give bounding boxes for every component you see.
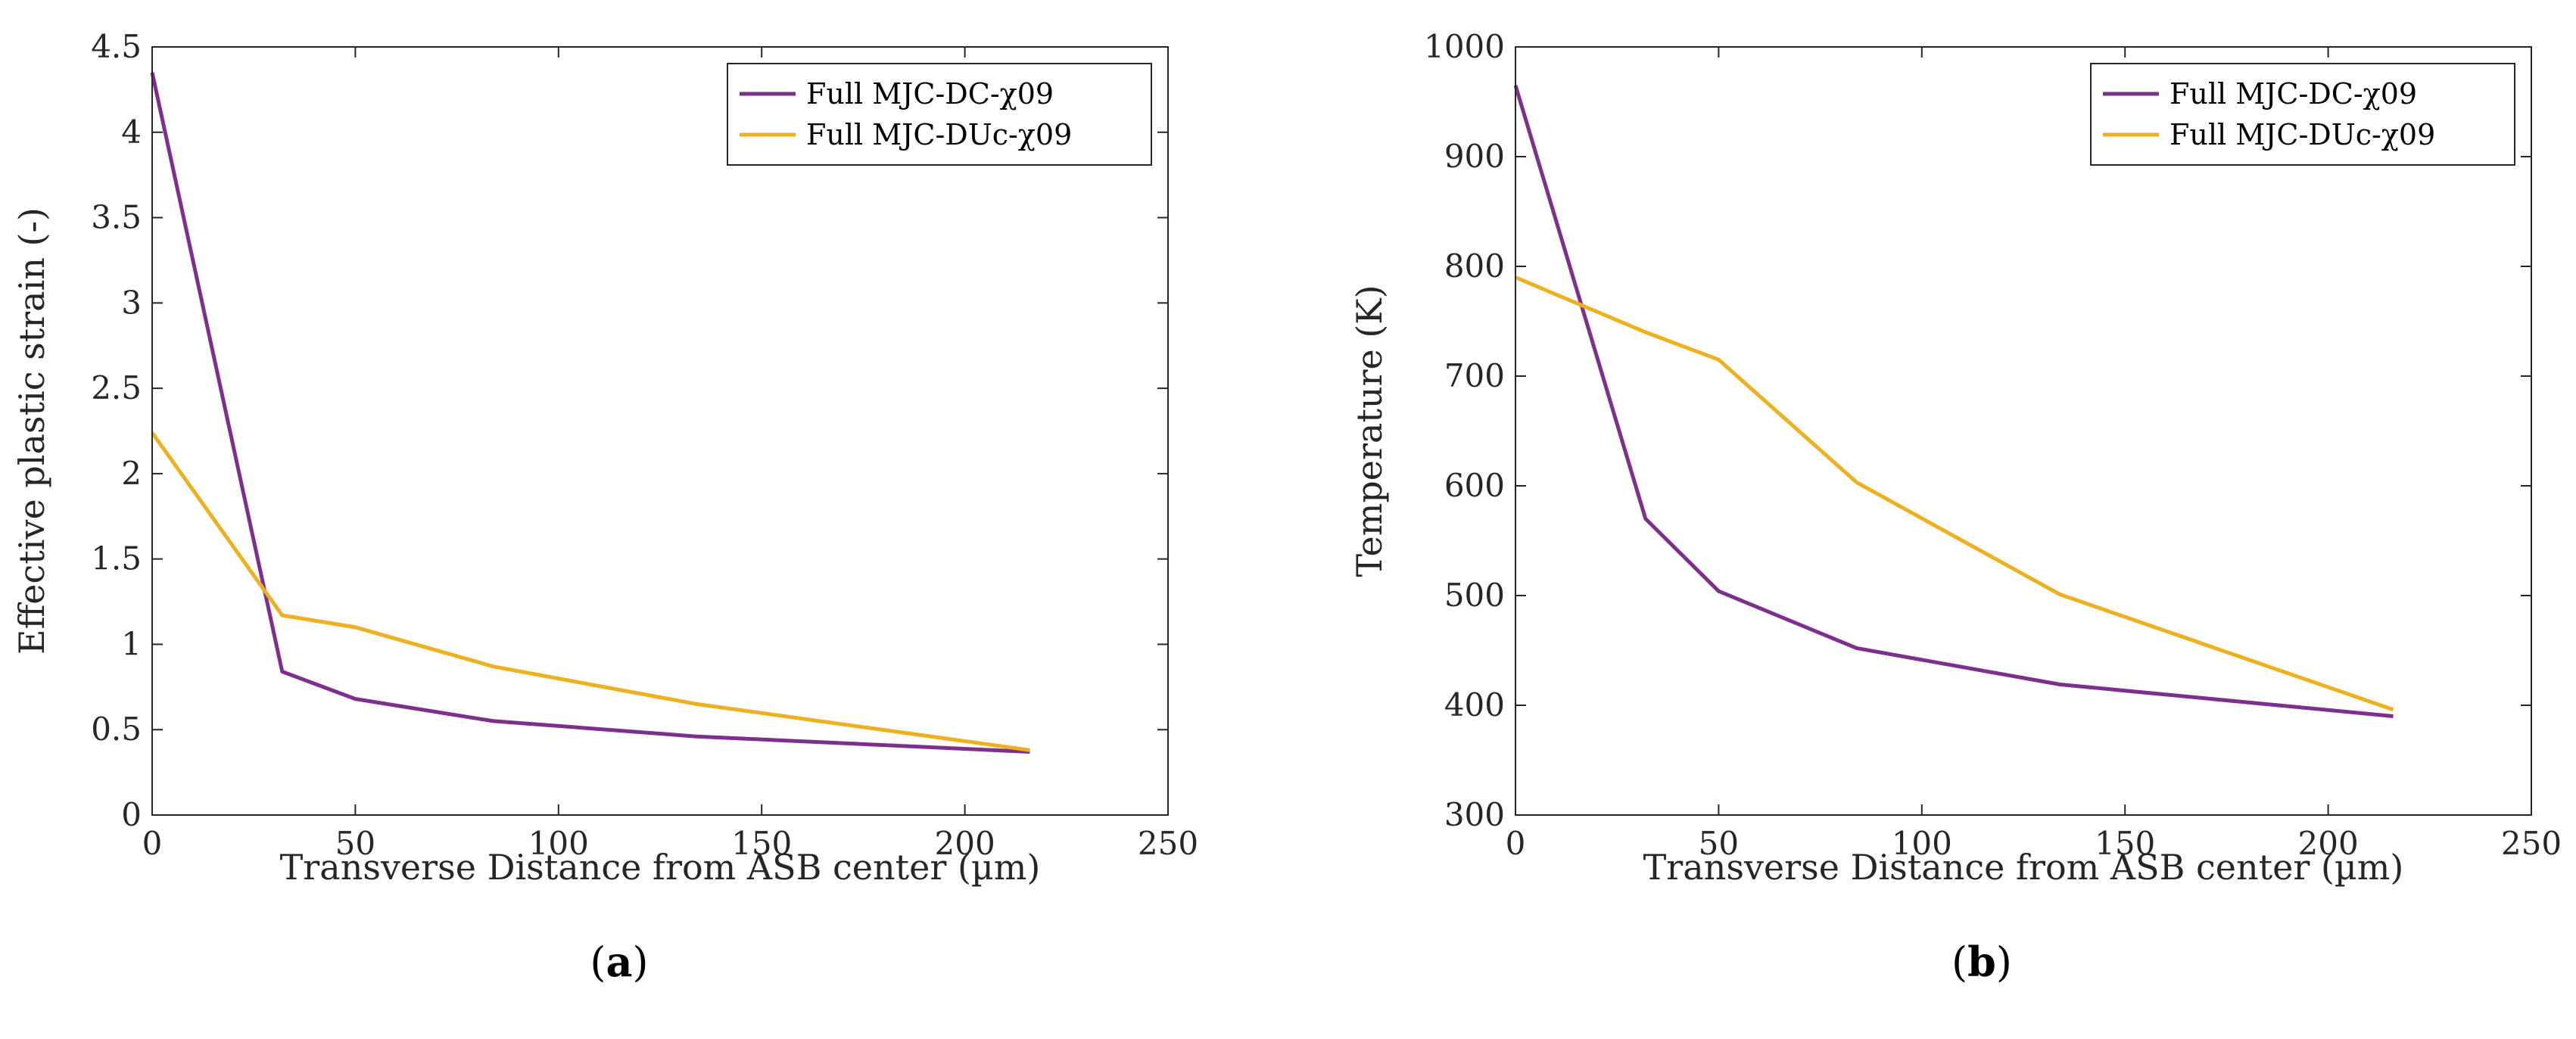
series-line-0	[150, 72, 1030, 754]
y-tick-label: 4	[121, 114, 142, 151]
legend-entry: Full MJC-DC-χ09	[806, 77, 1054, 110]
x-tick-label: 100	[1892, 825, 1952, 862]
y-tick-label: 3.5	[91, 199, 142, 236]
legend: Full MJC-DC-χ09 Full MJC-DUc-χ09	[727, 63, 1152, 166]
panel-label: (b)	[1951, 938, 2012, 986]
x-tick-label: 250	[2501, 825, 2562, 862]
legend-box	[727, 63, 1152, 166]
x-tick-label: 200	[935, 825, 995, 862]
x-tick-label: 150	[731, 825, 792, 862]
legend-entry: Full MJC-DC-χ09	[2170, 77, 2417, 110]
plot-frame	[1515, 46, 2532, 816]
x-tick-label: 250	[1138, 825, 1198, 862]
chart-panel-0: 0 50 100 150 200 250 0 0.5 1 1.5 2 2.5 3 3.5 4 4.5 Trans…	[11, 28, 1198, 986]
series-line-0	[1513, 85, 2394, 718]
legend-entry: Full MJC-DUc-χ09	[806, 118, 1072, 151]
panel-label: (a)	[590, 938, 648, 986]
y-tick-label: 300	[1444, 796, 1505, 833]
legend-box	[2090, 63, 2515, 166]
x-axis-label: Transverse Distance from ASB center (µm)	[280, 847, 1041, 888]
y-tick-label: 700	[1444, 357, 1505, 394]
y-tick-label: 0	[121, 796, 142, 833]
y-tick-label: 600	[1444, 467, 1505, 504]
x-tick-label: 100	[528, 825, 589, 862]
y-axis-label: Temperature (K)	[1349, 285, 1390, 577]
x-tick-label: 50	[335, 825, 375, 862]
chart-panel-1: 0 50 100 150 200 250 300 400 500 600 700 800 900 1000…	[1349, 28, 2562, 986]
x-tick-label: 150	[2095, 825, 2155, 862]
y-tick-label: 900	[1444, 138, 1505, 175]
y-tick-label: 800	[1444, 247, 1505, 285]
y-tick-label: 2.5	[91, 369, 142, 406]
y-tick-label: 0.5	[91, 711, 142, 748]
x-axis-label: Transverse Distance from ASB center (µm)	[1643, 847, 2404, 888]
x-tick-label: 0	[142, 825, 163, 862]
y-axis-label: Effective plastic strain (-)	[11, 207, 52, 655]
legend-entry: Full MJC-DUc-χ09	[2170, 118, 2435, 151]
y-tick-label: 4.5	[91, 28, 142, 65]
x-tick-label: 200	[2298, 825, 2359, 862]
y-tick-label: 1	[121, 625, 142, 662]
series-line-1	[150, 431, 1030, 752]
y-tick-label: 2	[121, 455, 142, 492]
x-tick-label: 0	[1506, 825, 1526, 862]
y-tick-label: 400	[1444, 686, 1505, 723]
plot-frame	[151, 46, 1169, 816]
series-line-1	[1515, 275, 2394, 712]
y-tick-label: 500	[1444, 577, 1505, 614]
legend: Full MJC-DC-χ09 Full MJC-DUc-χ09	[2090, 63, 2515, 166]
x-tick-label: 50	[1699, 825, 1739, 862]
y-tick-label: 3	[121, 284, 142, 321]
y-tick-label: 1000	[1424, 28, 1505, 65]
y-tick-label: 1.5	[91, 540, 142, 577]
